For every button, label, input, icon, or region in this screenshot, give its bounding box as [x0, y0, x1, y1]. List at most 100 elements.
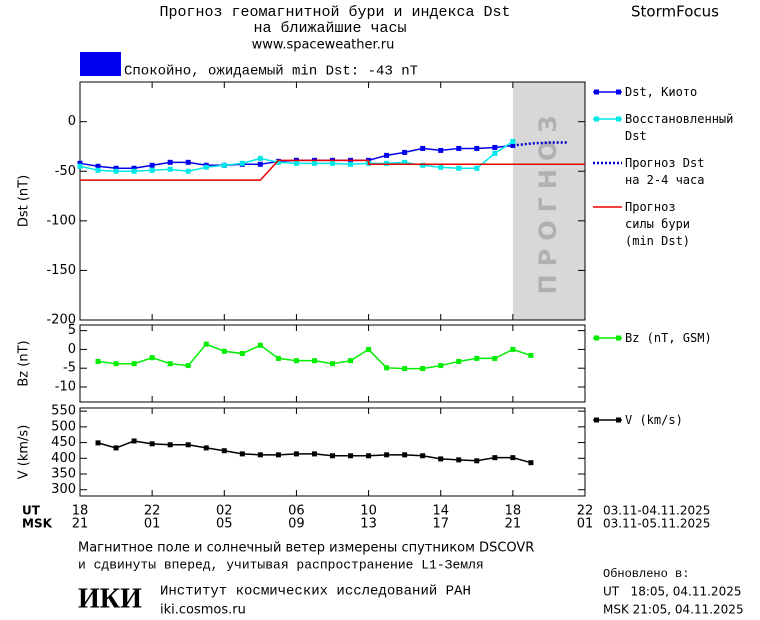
y-tick-label: 550 — [51, 404, 76, 419]
data-point — [528, 460, 534, 466]
legend-label: Dst, Киото — [625, 85, 698, 99]
data-point — [95, 163, 101, 169]
data-point — [149, 167, 155, 173]
data-point — [330, 361, 335, 367]
data-point — [203, 341, 209, 347]
data-point — [293, 160, 299, 166]
data-point — [221, 348, 227, 354]
data-point — [95, 358, 101, 364]
x-tick-label-msk: 17 — [432, 517, 449, 532]
data-point — [510, 455, 516, 461]
data-point — [402, 149, 408, 155]
data-point — [402, 366, 408, 372]
footer-note: и сдвинуты вперед, учитывая распростране… — [78, 557, 484, 572]
data-point — [438, 147, 444, 153]
data-point — [474, 165, 480, 171]
data-point — [456, 145, 462, 151]
title: Прогноз геомагнитной бури и индекса Dst — [159, 4, 510, 21]
data-point — [402, 159, 408, 165]
data-point — [474, 145, 480, 151]
legend-label: Bz (nT, GSM) — [625, 331, 712, 345]
data-point — [185, 442, 191, 448]
y-tick-label: -5 — [63, 361, 76, 376]
data-point — [113, 361, 119, 367]
data-point — [474, 458, 480, 464]
x-tick-label-msk: 01 — [577, 517, 594, 532]
data-point — [257, 155, 263, 161]
data-point — [438, 363, 444, 369]
data-point — [330, 160, 335, 166]
plot-frame — [79, 324, 586, 403]
legend-swatch — [616, 417, 621, 423]
site: iki.cosmos.ru — [160, 603, 246, 618]
data-point — [456, 457, 462, 463]
data-point — [149, 355, 155, 361]
data-point — [420, 366, 426, 372]
x-tick-label: 18 — [72, 504, 89, 519]
data-point — [510, 139, 516, 144]
data-point — [456, 165, 462, 171]
data-point — [438, 456, 444, 462]
data-point — [239, 160, 245, 166]
series-line — [97, 343, 532, 370]
y-tick-label: -200 — [46, 313, 76, 328]
data-point — [113, 445, 119, 451]
data-point — [239, 351, 245, 357]
status-text: Спокойно, ожидаемый min Dst: -43 nT — [124, 63, 418, 80]
legend-swatch — [594, 116, 599, 122]
forecast-region — [512, 82, 585, 320]
data-point — [348, 453, 354, 459]
data-point — [275, 452, 281, 458]
data-point — [185, 159, 191, 165]
data-point — [311, 358, 317, 364]
data-point — [167, 442, 173, 448]
data-point — [348, 358, 354, 364]
y-tick-label: 400 — [51, 451, 76, 466]
plot-frame — [79, 81, 586, 321]
data-point — [366, 453, 372, 459]
url: www.spaceweather.ru — [252, 38, 395, 53]
y-tick-label: -50 — [55, 164, 76, 179]
x-tick-label-msk: 01 — [144, 517, 161, 532]
data-point — [131, 168, 137, 174]
legend-swatch — [616, 89, 621, 95]
x-tick-label-msk: 21 — [72, 517, 89, 532]
data-point — [311, 451, 317, 457]
data-point — [366, 346, 372, 352]
data-point — [149, 441, 155, 447]
data-point — [221, 448, 227, 454]
institute: Институт космических исследований РАН — [160, 583, 471, 600]
series-line — [512, 141, 567, 147]
y-tick-label: 300 — [51, 482, 76, 497]
data-point — [384, 160, 390, 166]
data-point — [492, 355, 498, 361]
data-point — [77, 163, 83, 169]
data-point — [275, 355, 281, 361]
subtitle: на ближайшие часы — [253, 20, 406, 37]
data-point — [185, 168, 191, 174]
footer-note: Магнитное поле и солнечный ветер измерен… — [78, 541, 534, 556]
data-point — [311, 160, 317, 166]
x-tick-label: 22 — [577, 504, 594, 519]
data-point — [95, 167, 101, 173]
data-point — [113, 165, 119, 171]
legend-label: Восстановленный Dst — [625, 112, 734, 143]
x-tick-label: 10 — [360, 504, 377, 519]
plot-frame — [79, 407, 586, 497]
data-point — [438, 164, 444, 170]
data-point — [456, 358, 462, 364]
data-point — [420, 162, 426, 168]
legend-swatch — [594, 335, 599, 341]
status-indicator — [80, 52, 121, 76]
data-point — [131, 361, 137, 367]
data-point — [167, 159, 173, 165]
logo: ИКИ — [78, 583, 142, 614]
data-point — [221, 162, 227, 168]
data-point — [474, 355, 480, 361]
y-tick-label: -100 — [46, 213, 76, 228]
x-tick-label: 18 — [505, 504, 522, 519]
y-axis-label: Dst (nT) — [17, 175, 32, 227]
x-tick-label: 06 — [288, 504, 305, 519]
